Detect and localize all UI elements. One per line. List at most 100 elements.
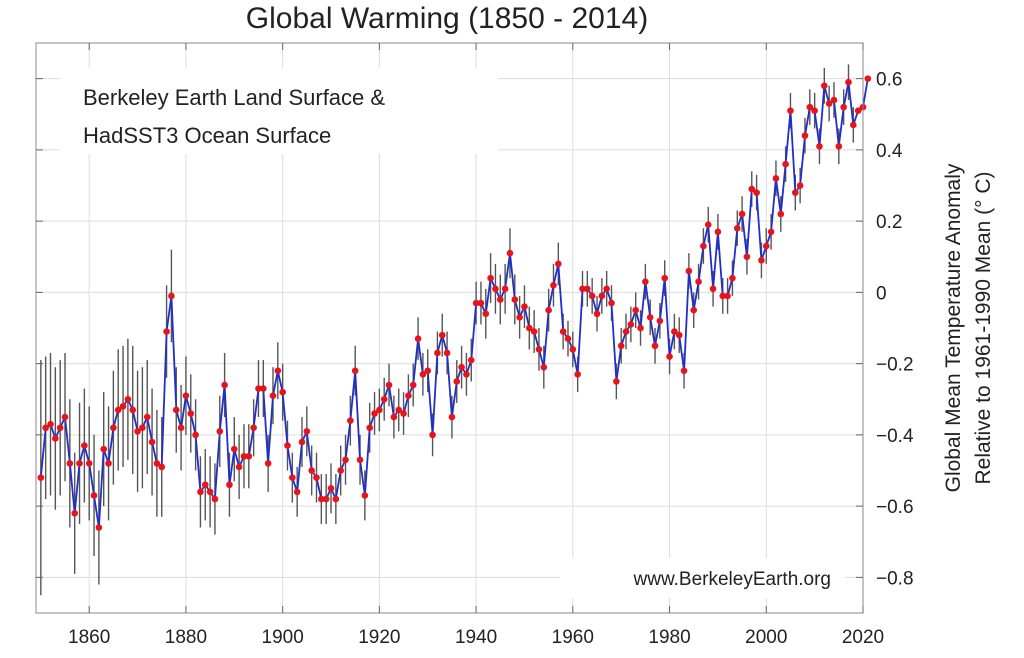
data-point bbox=[477, 299, 485, 307]
data-point bbox=[671, 328, 678, 335]
data-point bbox=[762, 242, 770, 250]
x-tick-labels: 1860 1880 1900 1920 1940 1960 1980 2000 2020 bbox=[68, 627, 884, 648]
data-point bbox=[134, 428, 141, 435]
data-point bbox=[318, 495, 325, 503]
data-point bbox=[835, 143, 843, 150]
data-point bbox=[139, 424, 146, 432]
data-point bbox=[559, 328, 567, 335]
data-point bbox=[284, 442, 291, 449]
y-axis-label-line-1: Global Mean Temperature Anomaly bbox=[942, 163, 965, 492]
data-point bbox=[748, 185, 756, 193]
data-point bbox=[405, 392, 412, 399]
data-point bbox=[646, 314, 654, 321]
data-point bbox=[289, 474, 296, 481]
data-point bbox=[197, 488, 204, 496]
y-axis-label: Global Mean Temperature Anomaly Relative… bbox=[942, 163, 995, 492]
data-point bbox=[709, 285, 717, 293]
data-point bbox=[308, 467, 315, 474]
data-point bbox=[105, 460, 112, 467]
data-point bbox=[467, 356, 475, 364]
data-point bbox=[332, 495, 340, 503]
data-point bbox=[617, 342, 625, 350]
data-point bbox=[738, 210, 746, 218]
y-tick-label: 0.2 bbox=[876, 212, 902, 233]
data-point bbox=[758, 257, 765, 264]
y-tick-label: −0.2 bbox=[876, 355, 914, 376]
data-point bbox=[269, 392, 277, 399]
data-point bbox=[371, 410, 378, 417]
data-point bbox=[845, 78, 852, 86]
data-point bbox=[85, 460, 93, 467]
data-point bbox=[772, 175, 780, 182]
data-point bbox=[787, 107, 794, 114]
data-point bbox=[221, 381, 228, 389]
data-point bbox=[274, 367, 282, 375]
data-point bbox=[700, 242, 707, 250]
data-point bbox=[342, 456, 349, 464]
data-point bbox=[743, 253, 751, 261]
data-point bbox=[627, 321, 635, 328]
annotation-line-1: Berkeley Earth Land Surface & bbox=[83, 85, 385, 110]
y-tick-label: 0.4 bbox=[876, 141, 903, 162]
x-tick-label: 2020 bbox=[842, 627, 884, 648]
data-point bbox=[685, 267, 693, 275]
data-point bbox=[419, 371, 427, 378]
data-point bbox=[201, 481, 209, 489]
data-point bbox=[429, 431, 436, 439]
y-tick-label: 0.6 bbox=[876, 70, 902, 91]
x-tick-label: 1860 bbox=[68, 627, 110, 648]
data-point bbox=[240, 452, 248, 460]
data-point bbox=[579, 285, 586, 293]
y-tick-label: −0.6 bbox=[876, 497, 914, 518]
data-point bbox=[656, 317, 664, 325]
data-point bbox=[264, 460, 272, 467]
data-point bbox=[569, 346, 577, 353]
y-tick-label: 0 bbox=[876, 283, 887, 304]
data-point bbox=[555, 260, 562, 268]
x-tick-label: 1960 bbox=[552, 627, 594, 648]
data-point bbox=[530, 328, 538, 335]
y-tick-label: −0.8 bbox=[876, 568, 914, 589]
data-point bbox=[322, 495, 330, 503]
data-point bbox=[690, 306, 698, 314]
data-point bbox=[438, 331, 446, 339]
data-point bbox=[632, 306, 639, 314]
data-point bbox=[52, 435, 59, 442]
data-point bbox=[76, 460, 83, 467]
data-point bbox=[666, 353, 673, 360]
data-point bbox=[303, 428, 311, 435]
data-point bbox=[298, 438, 306, 446]
data-point bbox=[148, 438, 156, 446]
y-tick-labels: −0.8 −0.6 −0.4 −0.2 0 0.2 0.4 0.6 bbox=[876, 70, 914, 590]
data-point bbox=[337, 467, 344, 474]
series-polyline bbox=[39, 78, 869, 529]
data-point bbox=[366, 424, 374, 432]
data-point bbox=[235, 463, 243, 471]
axis-ticks bbox=[36, 43, 864, 613]
data-point bbox=[501, 285, 509, 293]
data-point bbox=[327, 485, 335, 492]
data-point bbox=[255, 385, 262, 392]
data-point bbox=[811, 107, 818, 114]
data-point bbox=[177, 424, 185, 432]
data-point bbox=[821, 82, 828, 90]
data-point bbox=[598, 292, 606, 300]
data-point bbox=[675, 331, 683, 339]
data-point bbox=[356, 456, 364, 464]
data-point bbox=[714, 228, 722, 236]
data-point bbox=[347, 417, 354, 424]
data-point bbox=[153, 460, 161, 467]
data-point bbox=[168, 292, 175, 300]
data-point bbox=[642, 278, 649, 285]
data-point bbox=[187, 410, 195, 417]
data-point bbox=[395, 406, 403, 414]
data-point bbox=[482, 310, 490, 318]
data-point bbox=[767, 228, 775, 236]
x-tick-label: 1920 bbox=[358, 627, 400, 648]
data-point bbox=[400, 410, 407, 417]
data-point bbox=[637, 324, 644, 332]
data-point bbox=[796, 182, 804, 189]
data-point bbox=[143, 413, 151, 421]
data-point bbox=[724, 292, 731, 300]
data-point bbox=[830, 96, 838, 104]
